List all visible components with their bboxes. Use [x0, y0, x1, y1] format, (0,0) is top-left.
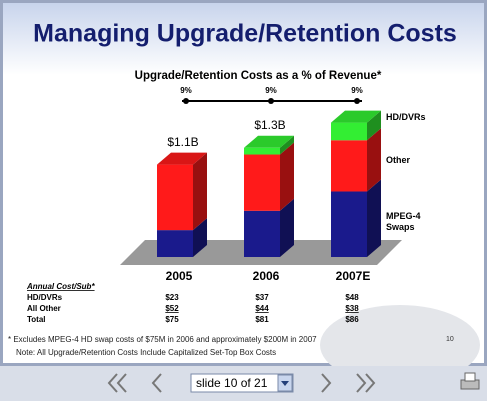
prev-button[interactable] [151, 373, 162, 393]
table-cell: All Other [27, 304, 61, 313]
total-label: $1.3B [254, 118, 285, 132]
bar-segment [244, 210, 280, 257]
table-cell: $86 [345, 315, 359, 324]
slide-select-text: slide 10 of 21 [196, 376, 268, 390]
legend-label: MPEG-4 Swaps [386, 211, 421, 232]
plot: 2005 $1.1B 2006 $1.3B 2007E 9% 9% 9% [157, 86, 381, 283]
bar-top [331, 110, 381, 123]
percent-point [183, 98, 189, 104]
dropdown-arrow [281, 381, 289, 386]
bar-segment [331, 140, 367, 192]
table-cell: $37 [255, 293, 269, 302]
bar-side [367, 179, 381, 257]
bar-side [193, 152, 207, 231]
bar-side [280, 135, 294, 155]
table-cell: Total [27, 315, 46, 324]
page-number: 10 [446, 336, 454, 343]
bar-side [193, 218, 207, 257]
bar-side [367, 128, 381, 192]
table: HD/DVRs $23 $37 $48 All Other $52 $44 $38 Total $… [27, 293, 359, 324]
slide-select[interactable] [190, 373, 294, 393]
last-button[interactable] [356, 373, 367, 393]
chart-title: Upgrade/Retention Costs as a % of Revenu… [135, 70, 382, 82]
bar-segment [157, 164, 193, 231]
percent-label: 9% [265, 86, 277, 95]
percent-label: 9% [351, 86, 363, 95]
first-button[interactable] [116, 373, 127, 393]
bar-segment [157, 230, 193, 257]
slide [3, 3, 484, 363]
slide-title: Managing Upgrade/Retention Costs [33, 20, 457, 48]
table-cell: HD/DVRs [27, 293, 63, 302]
x-tick-label: 2005 [166, 269, 193, 283]
bar-top [157, 152, 207, 165]
table-cell: $38 [345, 304, 359, 313]
watermark [320, 305, 480, 385]
table-cell: $23 [165, 293, 179, 302]
print-button[interactable] [460, 372, 480, 390]
table-cell: $44 [255, 304, 269, 313]
legend-label: Other [386, 155, 411, 165]
nav-buttons [107, 373, 376, 393]
table-cell: $52 [165, 304, 179, 313]
bar-segment [244, 154, 280, 211]
percent-point [268, 98, 274, 104]
bar-side [367, 110, 381, 141]
table-header: Annual Cost/Sub* [26, 282, 95, 291]
last-button[interactable] [365, 373, 376, 393]
percent-label: 9% [180, 86, 192, 95]
percent-point [354, 98, 360, 104]
table-cell: $48 [345, 293, 359, 302]
bar-segment [331, 191, 367, 257]
bar-segment [244, 147, 280, 155]
bar-side [280, 198, 294, 257]
next-button[interactable] [321, 373, 332, 393]
legend-label: HD/DVRs [386, 112, 426, 122]
bar-segment [331, 122, 367, 141]
footnote: * Excludes MPEG-4 HD swap costs of $75M … [8, 335, 317, 344]
footnote: Note: All Upgrade/Retention Costs Includ… [16, 348, 276, 357]
x-tick-label: 2006 [253, 269, 280, 283]
table-cell: $81 [255, 315, 269, 324]
bar-top [244, 135, 294, 148]
x-tick-label: 2007E [336, 269, 371, 283]
printer-paper [464, 372, 476, 382]
bar-side [280, 142, 294, 211]
total-label: $1.1B [167, 135, 198, 149]
first-button[interactable] [107, 373, 118, 393]
table-cell: $75 [165, 315, 179, 324]
